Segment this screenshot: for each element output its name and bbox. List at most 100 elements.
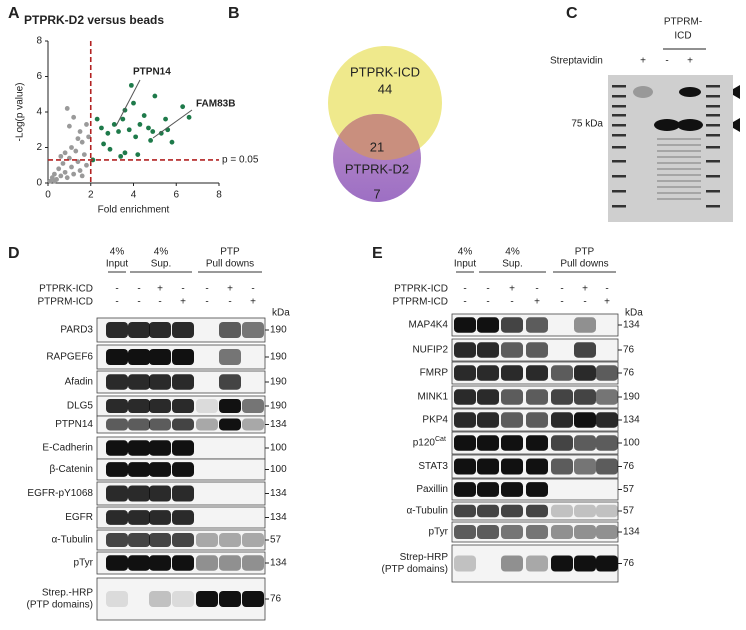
blot-row-label: Strep-HRP <box>400 552 449 563</box>
point <box>77 129 83 134</box>
blot-band <box>501 504 523 518</box>
blot-band <box>128 322 150 338</box>
blot-band <box>196 399 218 413</box>
ladder-band <box>612 124 626 127</box>
blot-band <box>501 342 523 358</box>
gel-band <box>633 86 653 98</box>
x-tick-label: 2 <box>88 190 94 201</box>
ladder-band <box>612 205 626 208</box>
group-label: PTP <box>575 247 595 258</box>
group-label: 4% <box>505 247 520 258</box>
blot-band <box>196 555 218 571</box>
blot-band <box>501 389 523 405</box>
blot-band <box>149 485 171 502</box>
blot-band <box>219 349 241 365</box>
marker-label: 190 <box>270 352 287 363</box>
point <box>56 166 62 172</box>
threshold-label: p = 0.05 <box>222 155 259 166</box>
point <box>77 168 83 173</box>
gel-smear <box>657 186 701 188</box>
annotation: PTPN14 <box>133 67 171 78</box>
blot-band <box>454 342 476 358</box>
point <box>99 125 104 131</box>
gel-band <box>679 87 701 97</box>
marker-label: 134 <box>270 512 287 523</box>
marker-label: 76 <box>270 594 282 605</box>
point <box>107 146 113 152</box>
point <box>135 152 141 158</box>
point <box>146 125 151 131</box>
group-label: Sup. <box>502 259 523 270</box>
marker-label: 190 <box>623 392 640 403</box>
point <box>58 153 64 159</box>
condition-sign: + <box>534 297 540 308</box>
blot-band <box>551 555 573 572</box>
y-axis-label: -Log(p value) <box>15 83 26 142</box>
point <box>47 178 53 184</box>
blot-band <box>526 365 548 381</box>
blot-row-label: (PTP domains) <box>381 564 448 575</box>
blot-band <box>172 418 194 431</box>
blot-band <box>172 555 194 571</box>
marker-label: 76 <box>623 345 635 356</box>
condition-label: PTPRM-ICD <box>37 297 93 308</box>
ladder-band <box>612 134 626 137</box>
condition-sign: + <box>582 284 588 295</box>
blot-band <box>477 525 499 539</box>
blot-row-label: α-Tubulin <box>406 506 448 517</box>
blot-band <box>596 365 618 381</box>
ladder-band <box>706 205 720 208</box>
point <box>71 171 77 177</box>
blot-band <box>454 525 476 539</box>
point <box>128 82 134 88</box>
point <box>141 113 147 118</box>
group-label: Input <box>454 259 476 270</box>
point <box>64 106 70 111</box>
blot-band <box>454 412 476 428</box>
blot-band <box>454 482 476 497</box>
blot-band <box>172 485 194 502</box>
group-label: Input <box>106 259 128 270</box>
y-tick-label: 8 <box>36 36 42 47</box>
ladder-band <box>706 160 720 163</box>
group-label: Pull downs <box>206 259 254 270</box>
blot-band <box>106 374 128 390</box>
panel-label: D <box>8 245 20 262</box>
point <box>79 173 85 179</box>
blot-band <box>551 412 573 428</box>
point <box>79 139 85 145</box>
x-tick-label: 0 <box>45 190 51 201</box>
condition-sign: + <box>157 284 163 295</box>
point <box>152 93 158 99</box>
blot-band <box>219 533 241 547</box>
condition-sign: + <box>180 297 186 308</box>
condition-sign: - <box>463 297 466 308</box>
gel-smear <box>657 156 701 158</box>
blot-band <box>477 342 499 358</box>
point <box>118 153 124 159</box>
blot-band <box>501 555 523 572</box>
blot-row-label: pTyr <box>74 558 94 569</box>
blot-row-label-sup: Cat <box>435 436 446 443</box>
condition-sign: - <box>115 284 118 295</box>
gel-band <box>654 119 680 131</box>
ladder-band <box>612 146 626 149</box>
blot-band <box>596 525 618 539</box>
point <box>94 116 100 122</box>
blot-band <box>477 389 499 405</box>
blot-band <box>172 374 194 390</box>
blot-band <box>574 504 596 518</box>
point <box>81 152 87 158</box>
point <box>105 130 111 136</box>
ladder-band <box>612 85 626 88</box>
point <box>75 136 81 142</box>
blot-band <box>574 317 596 333</box>
marker-label: 134 <box>270 488 287 499</box>
condition-label: PTPRM-ICD <box>392 297 448 308</box>
blot-band <box>454 555 476 572</box>
point <box>186 114 192 120</box>
condition-sign: - <box>605 284 608 295</box>
blot-band <box>477 317 499 333</box>
marker-label: 57 <box>270 535 282 546</box>
blot-row-label: MAP4K4 <box>409 320 449 331</box>
